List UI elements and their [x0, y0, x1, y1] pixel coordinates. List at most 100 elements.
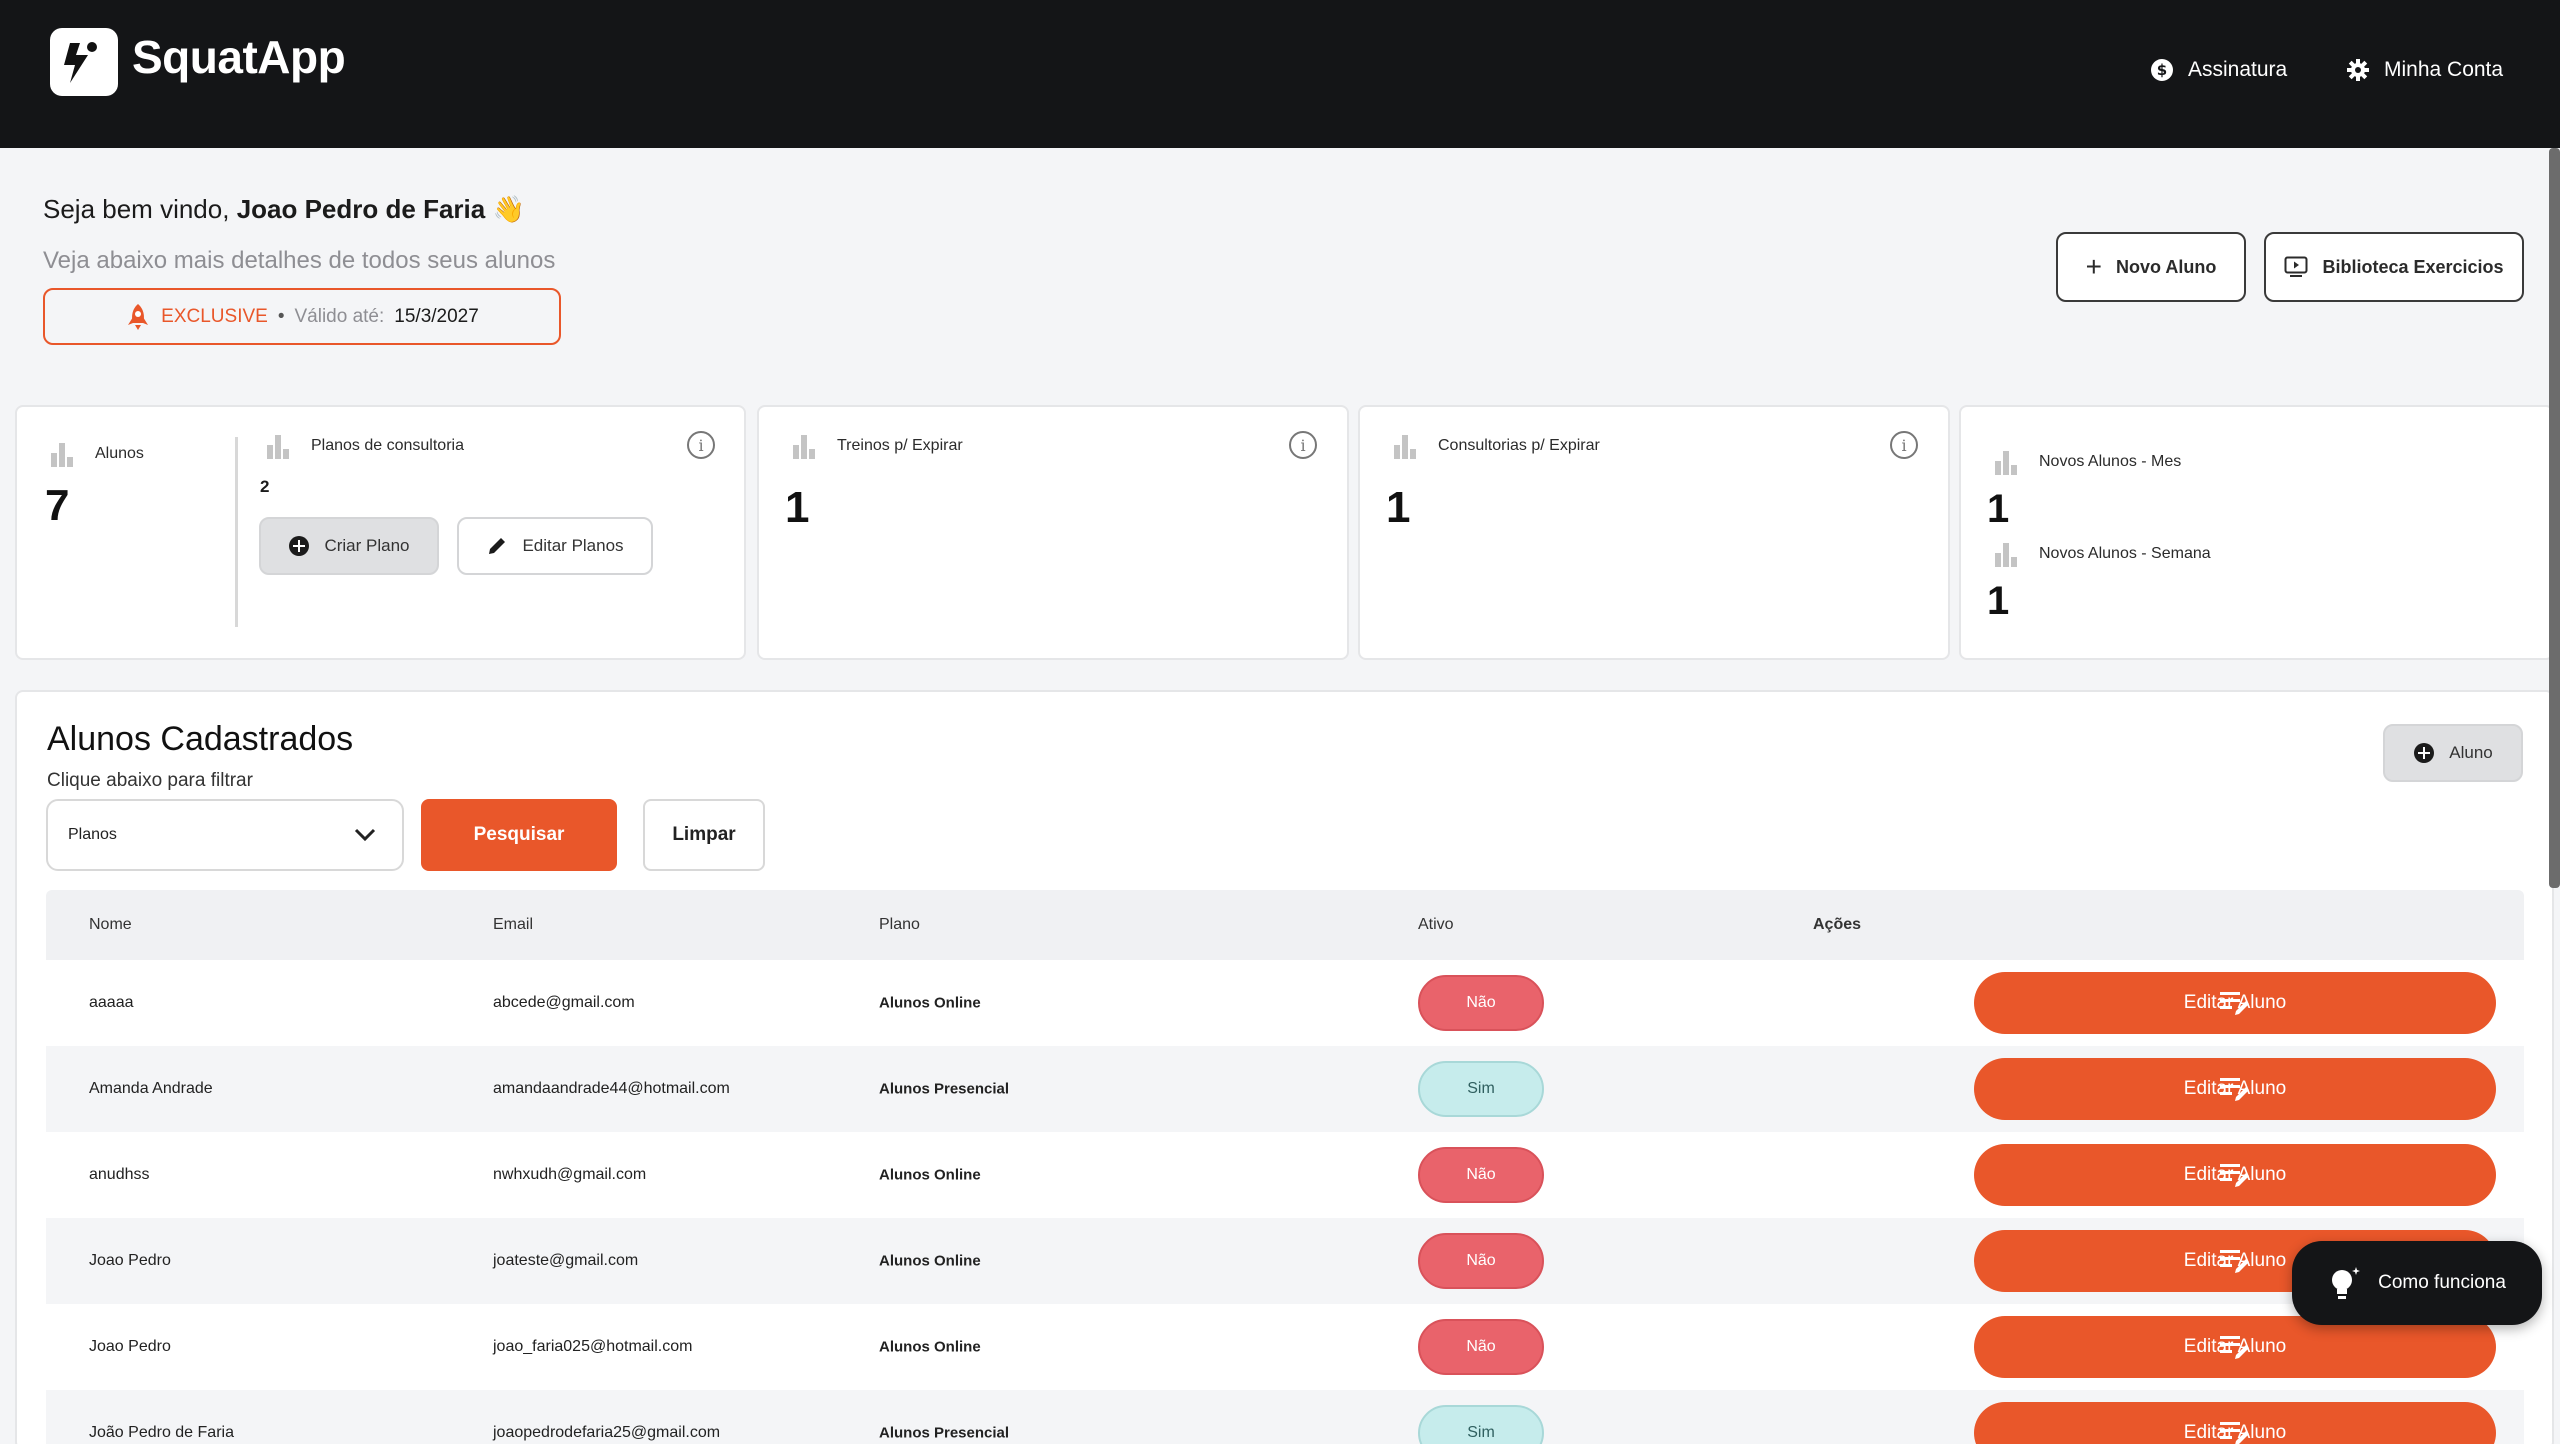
clear-button[interactable]: Limpar	[643, 799, 765, 871]
bar-chart-icon	[1394, 435, 1416, 459]
welcome-heading: Seja bem vindo, Joao Pedro de Faria 👋	[43, 194, 525, 225]
bar-chart-icon	[51, 443, 73, 467]
header-active: Ativo	[1418, 916, 1454, 933]
edit-student-button[interactable]: Editar Aluno	[1974, 1316, 2496, 1378]
status-badge: Não	[1418, 975, 1544, 1031]
cell-email: amandaandrade44@hotmail.com	[493, 1080, 730, 1097]
edit-student-label: Editar Aluno	[2183, 1078, 2287, 1099]
plans-stat-label: Planos de consultoria	[265, 433, 464, 459]
edit-student-button[interactable]: Editar Aluno	[1974, 972, 2496, 1034]
nav-account[interactable]: Minha Conta	[2346, 52, 2503, 88]
new-student-button[interactable]: + Novo Aluno	[2056, 232, 2246, 302]
new-week-label: Novos Alunos - Semana	[2039, 545, 2211, 562]
valid-label: Válido até:	[294, 305, 385, 327]
cell-email: joao_faria025@hotmail.com	[493, 1338, 693, 1355]
trainings-stat-label: Treinos p/ Expirar	[791, 433, 963, 459]
add-student-button[interactable]: Aluno	[2383, 724, 2523, 782]
edit-plans-button[interactable]: Editar Planos	[457, 517, 653, 575]
info-icon[interactable]: i	[1289, 431, 1317, 459]
edit-note-icon	[2220, 1078, 2249, 1101]
students-label: Alunos	[95, 445, 144, 462]
cell-plan: Alunos Presencial	[879, 1080, 1010, 1098]
edit-student-button[interactable]: Editar Aluno	[1974, 1058, 2496, 1120]
table-row: Joao Pedro joateste@gmail.com Alunos Onlin…	[46, 1218, 2524, 1304]
edit-note-icon	[2220, 992, 2249, 1015]
edit-student-label: Editar Aluno	[2183, 1422, 2287, 1443]
cell-name: anudhss	[89, 1166, 150, 1183]
brand-name: SquatApp	[132, 31, 346, 83]
new-student-label: Novo Aluno	[2116, 256, 2217, 277]
info-icon[interactable]: i	[1890, 431, 1918, 459]
plan-name: EXCLUSIVE	[161, 305, 268, 327]
top-bar: SquatApp $ Assinatura Minha Conta	[0, 0, 2560, 148]
plan-filter-value: Planos	[68, 826, 117, 843]
consults-expiring-card: Consultorias p/ Expirar i 1	[1358, 405, 1950, 660]
create-plan-label: Criar Plano	[324, 536, 410, 555]
edit-student-label: Editar Aluno	[2183, 992, 2287, 1013]
how-it-works-button[interactable]: Como funciona	[2292, 1241, 2542, 1325]
status-badge: Sim	[1418, 1405, 1544, 1444]
table-row: Joao Pedro joao_faria025@hotmail.com Aluno…	[46, 1304, 2524, 1390]
edit-plans-label: Editar Planos	[522, 536, 624, 555]
lightbulb-icon	[2332, 1267, 2361, 1299]
cell-name: Joao Pedro	[89, 1252, 171, 1269]
consults-value: 1	[1386, 483, 1411, 532]
bar-chart-icon	[267, 435, 289, 459]
trainings-value: 1	[785, 483, 810, 532]
cell-name: Amanda Andrade	[89, 1080, 213, 1097]
header-actions: Ações	[1813, 916, 1862, 933]
cell-email: joaopedrodefaria25@gmail.com	[493, 1424, 721, 1441]
edit-student-button[interactable]: Editar Aluno	[1974, 1144, 2496, 1206]
create-plan-button[interactable]: Criar Plano	[259, 517, 439, 575]
plans-label: Planos de consultoria	[311, 437, 464, 454]
table-row: anudhss nwhxudh@gmail.com Alunos Online Não…	[46, 1132, 2524, 1218]
consults-stat-label: Consultorias p/ Expirar	[1392, 433, 1600, 459]
edit-student-button[interactable]: Editar Aluno	[1974, 1402, 2496, 1444]
status-badge: Sim	[1418, 1061, 1544, 1117]
info-icon[interactable]: i	[687, 431, 715, 459]
app-logo[interactable]	[50, 28, 118, 96]
table-row: Amanda Andrade amandaandrade44@hotmail.co…	[46, 1046, 2524, 1132]
pencil-icon	[489, 538, 506, 554]
students-section: Alunos Cadastrados Clique abaixo para fi…	[15, 690, 2554, 1444]
nav-subscription[interactable]: $ Assinatura	[2150, 52, 2287, 88]
edit-student-label: Editar Aluno	[2183, 1250, 2287, 1271]
plus-circle-icon	[2414, 743, 2435, 763]
section-subtitle: Clique abaixo para filtrar	[47, 770, 253, 791]
consults-label: Consultorias p/ Expirar	[1438, 437, 1600, 454]
logo-icon	[64, 42, 97, 83]
card-divider	[235, 437, 238, 627]
students-plans-card: Alunos 7 Planos de consultoria i 2 Criar…	[15, 405, 746, 660]
chevron-down-icon	[354, 828, 376, 842]
new-week-value: 1	[1987, 579, 2010, 623]
table-row: João Pedro de Faria joaopedrodefaria25@gm…	[46, 1390, 2524, 1444]
search-button[interactable]: Pesquisar	[421, 799, 617, 871]
cell-email: abcede@gmail.com	[493, 994, 635, 1011]
exercise-library-label: Biblioteca Exercicios	[2322, 256, 2504, 277]
rocket-icon	[128, 303, 149, 330]
page-scrollbar[interactable]	[2549, 148, 2560, 888]
header-email: Email	[493, 916, 534, 933]
user-name: Joao Pedro de Faria	[236, 194, 486, 224]
exercise-library-button[interactable]: Biblioteca Exercicios	[2264, 232, 2524, 302]
bar-chart-icon	[793, 435, 815, 459]
edit-student-label: Editar Aluno	[2183, 1164, 2287, 1185]
nav-subscription-label: Assinatura	[2188, 58, 2288, 81]
plan-filter-select[interactable]: Planos	[46, 799, 404, 871]
cell-plan: Alunos Presencial	[879, 1424, 1010, 1442]
add-student-label: Aluno	[2449, 743, 2493, 762]
cell-plan: Alunos Online	[879, 994, 981, 1012]
trainings-label: Treinos p/ Expirar	[837, 437, 963, 454]
new-students-card: Novos Alunos - Mes 1 Novos Alunos - Sema…	[1959, 405, 2554, 660]
welcome-subtitle: Veja abaixo mais detalhes de todos seus …	[43, 247, 556, 274]
bar-chart-icon	[1995, 451, 2017, 475]
table-row: aaaaa abcede@gmail.com Alunos Online Não Edi…	[46, 960, 2524, 1046]
edit-note-icon	[2220, 1164, 2249, 1187]
status-badge: Não	[1418, 1319, 1544, 1375]
edit-note-icon	[2220, 1336, 2249, 1359]
header-plan: Plano	[879, 916, 920, 933]
status-badge: Não	[1418, 1233, 1544, 1289]
plus-circle-icon	[289, 536, 310, 556]
dollar-icon: $	[2151, 59, 2173, 81]
cell-plan: Alunos Online	[879, 1338, 981, 1356]
